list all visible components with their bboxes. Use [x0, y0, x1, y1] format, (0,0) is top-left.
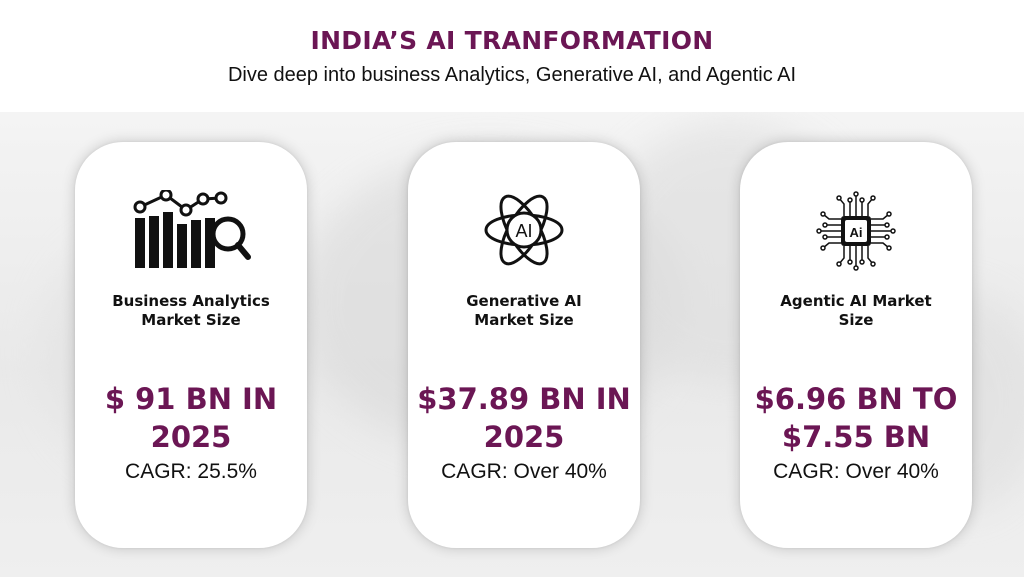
ai-chip-icon: Ai	[816, 191, 896, 271]
cagr-text: CAGR: 25.5%	[125, 460, 257, 483]
card-label: Generative AI Market Size	[466, 292, 582, 329]
business-analytics-card: Business Analytics Market Size $ 91 BN IN…	[75, 142, 307, 548]
ai-icon-text: AI	[515, 221, 532, 241]
cagr-text: CAGR: Over 40%	[441, 460, 607, 483]
header: INDIA’S AI TRANFORMATION Dive deep into …	[0, 0, 1024, 112]
market-size-value: $6.96 BN TO $7.55 BN	[754, 382, 958, 454]
ai-icon-text: Ai	[850, 225, 863, 240]
cagr-text: CAGR: Over 40%	[773, 460, 939, 483]
ai-atom-icon: AI	[484, 194, 564, 266]
page-title: INDIA’S AI TRANFORMATION	[310, 26, 714, 55]
market-size-value: $ 91 BN IN 2025	[104, 382, 278, 454]
analytics-chart-magnifier-icon	[133, 190, 251, 268]
card-label: Business Analytics Market Size	[112, 292, 270, 329]
market-size-value: $37.89 BN IN 2025	[417, 382, 631, 454]
page-subtitle: Dive deep into business Analytics, Gener…	[227, 64, 797, 86]
agentic-ai-card: Ai Agentic AI Market Size $6.96 BN TO $7.5…	[740, 142, 972, 548]
card-label: Agentic AI Market Size	[780, 292, 932, 329]
generative-ai-card: AI Generative AI Market Size $37.89 BN IN…	[408, 142, 640, 548]
